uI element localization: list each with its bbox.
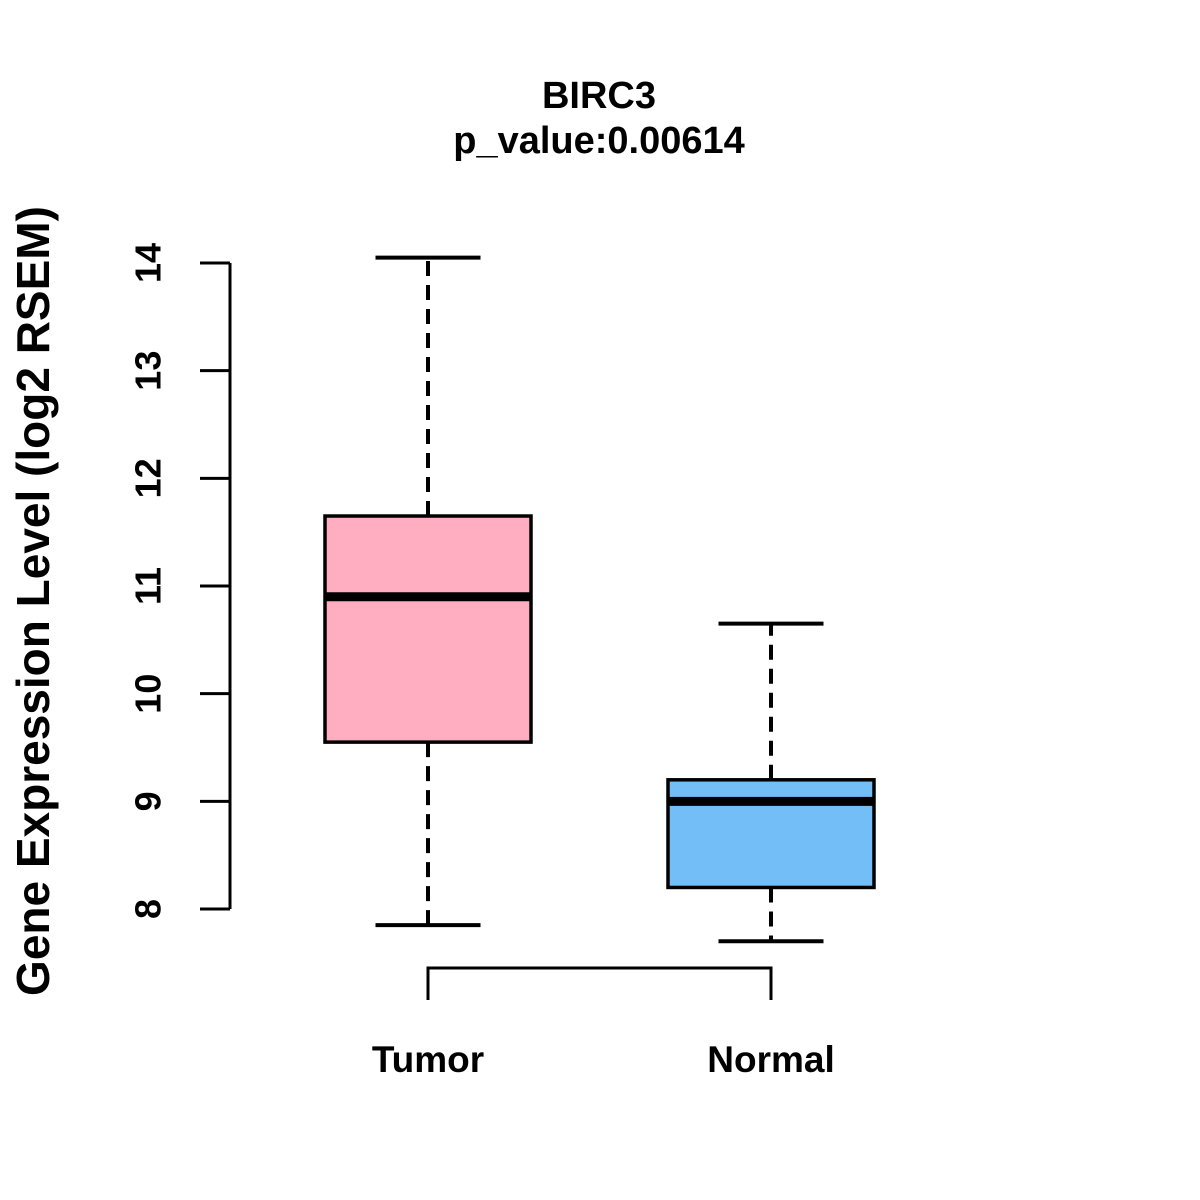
x-group-label: Tumor — [372, 1039, 484, 1080]
x-group-label: Normal — [707, 1039, 834, 1080]
y-tick-label: 12 — [128, 458, 169, 498]
y-tick-label: 11 — [128, 567, 169, 605]
chart-title: BIRC3 — [541, 75, 657, 117]
iqr-box — [323, 514, 533, 744]
chart-title-block: BIRC3 p_value:0.00614 — [0, 74, 1198, 164]
chart-subtitle: p_value:0.00614 — [453, 120, 745, 162]
y-tick-label: 14 — [128, 243, 169, 283]
y-tick-label: 10 — [128, 674, 169, 714]
iqr-box — [666, 778, 876, 890]
y-tick-label: 9 — [128, 791, 169, 811]
y-tick-label: 13 — [128, 351, 169, 391]
y-axis-title: Gene Expression Level (log2 RSEM) — [7, 206, 59, 996]
comparison-bracket — [426, 966, 773, 1000]
y-tick-label: 8 — [128, 899, 169, 919]
